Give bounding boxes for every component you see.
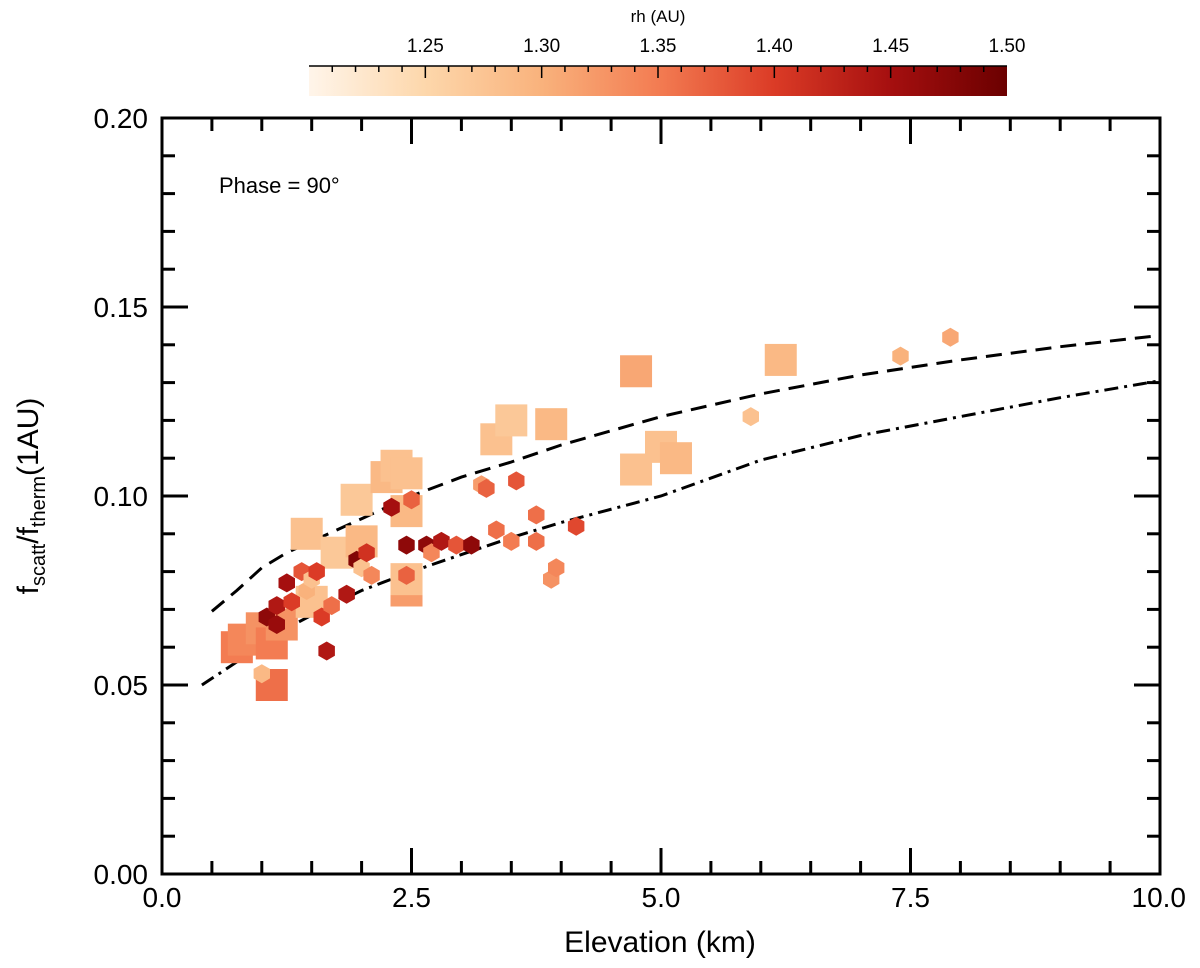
hexagon-marker — [528, 531, 545, 551]
square-marker — [535, 408, 568, 441]
dashed-curve — [210, 333, 1160, 613]
x-tick-label: 5.0 — [642, 882, 681, 913]
hexagon-marker — [892, 346, 909, 366]
hexagon-marker — [463, 535, 480, 555]
square-marker — [659, 442, 692, 475]
square-marker — [340, 483, 373, 516]
hexagon-marker — [478, 478, 495, 498]
y-tick-label: 0.20 — [94, 103, 149, 134]
x-tick-label: 0.0 — [143, 882, 182, 913]
x-axis-title: Elevation (km) — [564, 926, 756, 959]
hexagon-marker — [358, 543, 375, 563]
colorbar: rh (AU) 1.25 1.30 1.35 1.40 1.45 1.50 — [309, 7, 1025, 96]
hexagon-marker — [403, 490, 420, 510]
hexagon-marker — [398, 535, 415, 555]
hexagon-marker — [508, 471, 525, 491]
hexagon-marker — [283, 592, 300, 612]
hexagon-marker — [268, 596, 285, 616]
hexagon-marker — [338, 584, 355, 604]
y-tick-label: 0.05 — [94, 670, 149, 701]
square-marker — [495, 404, 528, 437]
y-axis-title-sub-scatt: scatt — [28, 543, 50, 586]
hexagon-marker — [548, 558, 565, 578]
axis-ticks — [160, 116, 1162, 876]
phase-annotation: Phase = 90° — [219, 173, 340, 198]
hexagon-marker — [363, 565, 380, 585]
hexagon-marker — [398, 565, 415, 585]
hexagon-marker — [567, 516, 585, 536]
data-markers — [220, 327, 959, 701]
colorbar-tick-label: 1.35 — [640, 36, 677, 57]
hexagon-marker — [383, 497, 400, 517]
hexagon-marker — [942, 327, 959, 347]
y-tick-label: 0.15 — [94, 292, 149, 323]
y-tick-labels: 0.00 0.05 0.10 0.15 0.20 — [94, 103, 149, 890]
hexagon-marker — [528, 505, 545, 525]
colorbar-tick-label: 1.40 — [756, 36, 793, 57]
hexagon-marker — [268, 615, 285, 634]
hexagon-marker — [503, 531, 520, 551]
hexagon-marker — [318, 641, 335, 661]
x-tick-label: 7.5 — [891, 882, 930, 913]
colorbar-title: rh (AU) — [631, 7, 686, 26]
y-tick-label: 0.10 — [94, 481, 149, 512]
x-tick-labels: 0.0 2.5 5.0 7.5 10.0 — [143, 882, 1186, 913]
hexagon-marker — [742, 407, 759, 427]
square-marker — [290, 517, 323, 550]
y-axis-title-sub-therm: therm — [28, 476, 50, 527]
y-axis-title-slash-f: /f — [12, 526, 45, 543]
y-axis-title: fscatt/ftherm(1AU) — [12, 398, 50, 595]
colorbar-tick-label: 1.45 — [872, 36, 909, 57]
y-tick-label: 0.00 — [94, 859, 149, 890]
y-axis-title-f: f — [12, 585, 45, 594]
hexagon-marker — [488, 520, 505, 540]
colorbar-tick-label: 1.50 — [989, 36, 1026, 57]
x-tick-label: 2.5 — [392, 882, 431, 913]
hexagon-marker — [253, 664, 270, 684]
hexagon-marker — [308, 562, 325, 582]
hexagon-marker — [323, 596, 340, 616]
y-axis-title-tail: (1AU) — [12, 398, 45, 476]
hexagon-marker — [433, 531, 450, 551]
hexagon-marker — [278, 573, 295, 593]
colorbar-tick-label: 1.30 — [523, 36, 560, 57]
x-tick-label: 10.0 — [1132, 882, 1187, 913]
hexagon-marker — [313, 607, 330, 627]
hexagon-marker — [423, 543, 440, 563]
square-marker — [390, 457, 423, 490]
hexagon-marker — [448, 535, 465, 555]
colorbar-tick-label: 1.25 — [407, 36, 444, 57]
square-marker — [764, 343, 797, 376]
colorbar-ticks: 1.25 1.30 1.35 1.40 1.45 1.50 — [331, 36, 1026, 78]
square-marker — [620, 355, 653, 388]
